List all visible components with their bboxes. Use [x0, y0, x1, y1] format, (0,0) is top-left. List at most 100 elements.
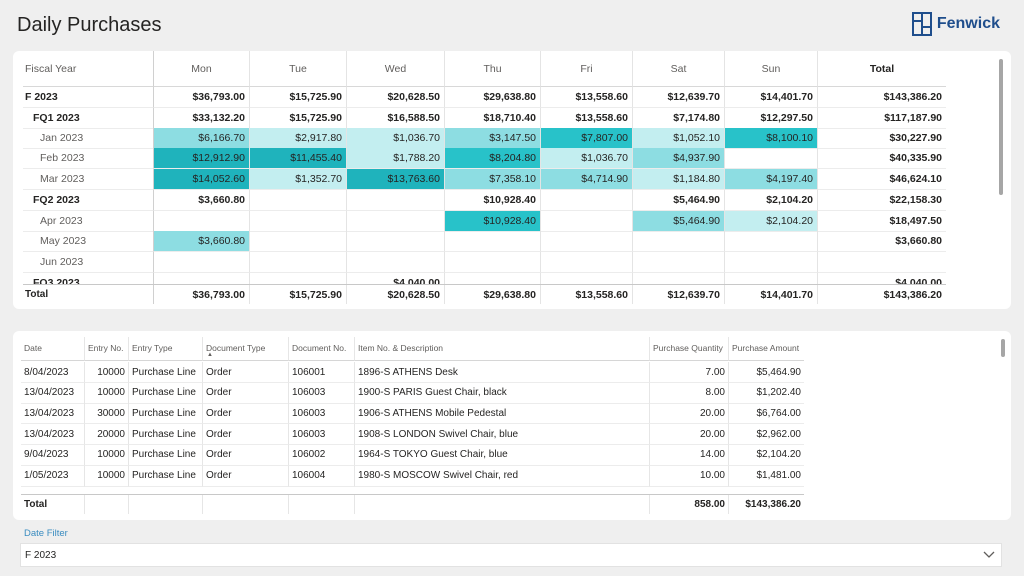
- page-title: Daily Purchases: [17, 14, 162, 36]
- table-cell: 14.00: [650, 444, 729, 466]
- table-column-header[interactable]: Item No. & Description: [355, 337, 650, 361]
- matrix-row-label: FQ1 2023: [23, 108, 154, 129]
- matrix-row-total: [818, 252, 946, 273]
- matrix-cell: $10,928.40: [445, 211, 541, 232]
- matrix-month-row[interactable]: Feb 2023 $12,912.90 $11,455.40 $1,788.20 $8,…: [23, 148, 946, 169]
- purchases-matrix[interactable]: Fiscal Year Mon Tue Wed Thu Fri Sat Sun Total F …: [13, 51, 1011, 309]
- matrix-total-value: $13,558.60: [541, 285, 633, 304]
- matrix-row-label: Feb 2023: [23, 148, 154, 169]
- table-scrollbar[interactable]: [1001, 339, 1005, 357]
- matrix-row-total: $117,187.90: [818, 108, 946, 129]
- matrix-quarter-row[interactable]: FQ1 2023 $33,132.20 $15,725.90 $16,588.50 $1…: [23, 108, 946, 129]
- matrix-column-header: Fri: [541, 51, 633, 87]
- table-cell: $1,481.00: [729, 466, 804, 487]
- table-cell: 1896-S ATHENS Desk: [355, 362, 650, 383]
- table-cell: 13/04/2023: [21, 382, 85, 404]
- table-cell: 7.00: [650, 362, 729, 383]
- matrix-cell: $8,204.80: [445, 148, 541, 169]
- matrix-column-header: Mon: [154, 51, 250, 87]
- matrix-cell: $36,793.00: [154, 87, 250, 108]
- table-cell: 1980-S MOSCOW Swivel Chair, red: [355, 465, 650, 487]
- matrix-cell: $14,052.60: [154, 169, 250, 190]
- table-row[interactable]: 13/04/2023 10000 Purchase Line Order 106003 1…: [21, 382, 804, 404]
- matrix-cell: $5,464.90: [633, 190, 725, 211]
- table-cell: 10.00: [650, 465, 729, 487]
- table-cell: 13/04/2023: [21, 424, 85, 446]
- table-header: Date Entry No. Entry Type Document Type ▲ Doc…: [21, 337, 804, 361]
- table-cell: 1900-S PARIS Guest Chair, black: [355, 382, 650, 404]
- table-row[interactable]: 13/04/2023 20000 Purchase Line Order 106003 1…: [21, 424, 804, 446]
- table-cell: 1906-S ATHENS Mobile Pedestal: [355, 403, 650, 425]
- matrix-month-row[interactable]: May 2023 $3,660.80 $3,660.80: [23, 231, 946, 252]
- matrix-month-row[interactable]: Jan 2023 $6,166.70 $2,917.80 $1,036.70 $3,14…: [23, 128, 946, 149]
- matrix-column-header: Sat: [633, 51, 725, 87]
- matrix-year-row[interactable]: F 2023 $36,793.00 $15,725.90 $20,628.50 $29,…: [23, 87, 946, 108]
- matrix-column-header: Total: [818, 51, 946, 87]
- matrix-cell: [347, 211, 445, 232]
- matrix-column-header: Thu: [445, 51, 541, 87]
- matrix-cell: [347, 231, 445, 252]
- table-row[interactable]: 9/04/2023 10000 Purchase Line Order 106002 19…: [21, 444, 804, 466]
- table-total-empty: [129, 495, 203, 514]
- table-column-header[interactable]: Purchase Quantity: [650, 337, 729, 361]
- chevron-down-icon[interactable]: [983, 550, 995, 560]
- matrix-month-row[interactable]: Jun 2023: [23, 252, 946, 273]
- matrix-cell: $3,147.50: [445, 128, 541, 149]
- table-column-header[interactable]: Date: [21, 337, 85, 361]
- matrix-scrollbar[interactable]: [999, 59, 1003, 195]
- table-row[interactable]: 1/05/2023 10000 Purchase Line Order 106004 19…: [21, 465, 804, 487]
- table-total-quantity: 858.00: [650, 495, 729, 514]
- table-total-empty: [355, 495, 650, 514]
- table-cell: 8.00: [650, 382, 729, 404]
- table-cell: 9/04/2023: [21, 444, 85, 466]
- table-column-header[interactable]: Document No.: [289, 337, 355, 361]
- matrix-cell: $4,197.40: [725, 169, 818, 190]
- matrix-total-value: $143,386.20: [883, 288, 942, 301]
- matrix-cell: $3,660.80: [154, 231, 250, 252]
- table-row[interactable]: 13/04/2023 30000 Purchase Line Order 106003 1…: [21, 403, 804, 425]
- matrix-row-label: FQ2 2023: [23, 190, 154, 211]
- matrix-cell: $2,917.80: [250, 128, 347, 149]
- matrix-cell: $1,788.20: [347, 148, 445, 169]
- matrix-cell: [250, 211, 347, 232]
- matrix-quarter-row[interactable]: FQ2 2023 $3,660.80 $10,928.40 $5,464.90 $2,1…: [23, 190, 946, 211]
- matrix-cell: $12,297.50: [725, 108, 818, 129]
- matrix-cell: [633, 252, 725, 273]
- table-column-header[interactable]: Entry No.: [85, 337, 129, 361]
- matrix-cell: $3,660.80: [154, 190, 250, 211]
- matrix-cell: $12,912.90: [154, 148, 250, 169]
- matrix-row-total: $3,660.80: [818, 231, 946, 252]
- table-column-header[interactable]: Purchase Amount: [729, 337, 804, 361]
- matrix-cell: $7,174.80: [633, 108, 725, 129]
- matrix-cell: [445, 231, 541, 252]
- matrix-cell: [725, 252, 818, 273]
- table-row[interactable]: 8/04/2023 10000 Purchase Line Order 106001 18…: [21, 362, 804, 383]
- matrix-cell: $10,928.40: [445, 190, 541, 211]
- matrix-row-label: May 2023: [23, 231, 154, 252]
- table-cell: 106001: [289, 362, 355, 383]
- matrix-month-row[interactable]: Mar 2023 $14,052.60 $1,352.70 $13,763.60 $7,…: [23, 169, 946, 190]
- table-column-header[interactable]: Entry Type: [129, 337, 203, 361]
- table-total-row: Total 858.00 $143,386.20: [21, 494, 804, 514]
- matrix-cell: [725, 231, 818, 252]
- brand-logo: Fenwick: [911, 12, 1000, 36]
- matrix-row-total: $30,227.90: [818, 128, 946, 149]
- matrix-row-total: $22,158.30: [818, 190, 946, 211]
- table-cell: 1/05/2023: [21, 465, 85, 487]
- matrix-total-row: Total $36,793.00 $15,725.90 $20,628.50 $29,6…: [23, 284, 946, 304]
- table-column-header[interactable]: Document Type ▲: [203, 337, 289, 361]
- column-header-label: Entry Type: [132, 343, 173, 353]
- matrix-cell: $13,558.60: [541, 108, 633, 129]
- date-filter-dropdown[interactable]: F 2023: [20, 543, 1002, 567]
- purchase-lines-table[interactable]: Date Entry No. Entry Type Document Type ▲ Doc…: [13, 331, 1011, 520]
- matrix-total-value: $29,638.80: [445, 285, 541, 304]
- table-cell: $2,962.00: [729, 424, 804, 446]
- table-cell: 10000: [85, 465, 129, 487]
- column-header-label: Purchase Quantity: [653, 343, 723, 353]
- matrix-month-row[interactable]: Apr 2023 $10,928.40 $5,464.90 $2,104.20 $18,…: [23, 211, 946, 232]
- table-cell: 1908-S LONDON Swivel Chair, blue: [355, 424, 650, 446]
- sort-ascending-icon: ▲: [207, 352, 213, 358]
- table-cell: 106003: [289, 424, 355, 446]
- matrix-total-value: $20,628.50: [347, 285, 445, 304]
- matrix-header: Fiscal Year Mon Tue Wed Thu Fri Sat Sun Total: [23, 51, 946, 87]
